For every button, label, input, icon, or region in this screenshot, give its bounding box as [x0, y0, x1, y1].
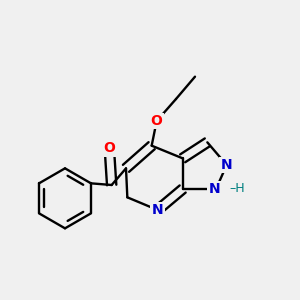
- Text: O: O: [103, 141, 115, 155]
- Text: N: N: [152, 203, 164, 217]
- Text: N: N: [221, 158, 232, 172]
- Text: N: N: [208, 182, 220, 196]
- Text: O: O: [151, 114, 163, 128]
- Text: –H: –H: [229, 182, 245, 195]
